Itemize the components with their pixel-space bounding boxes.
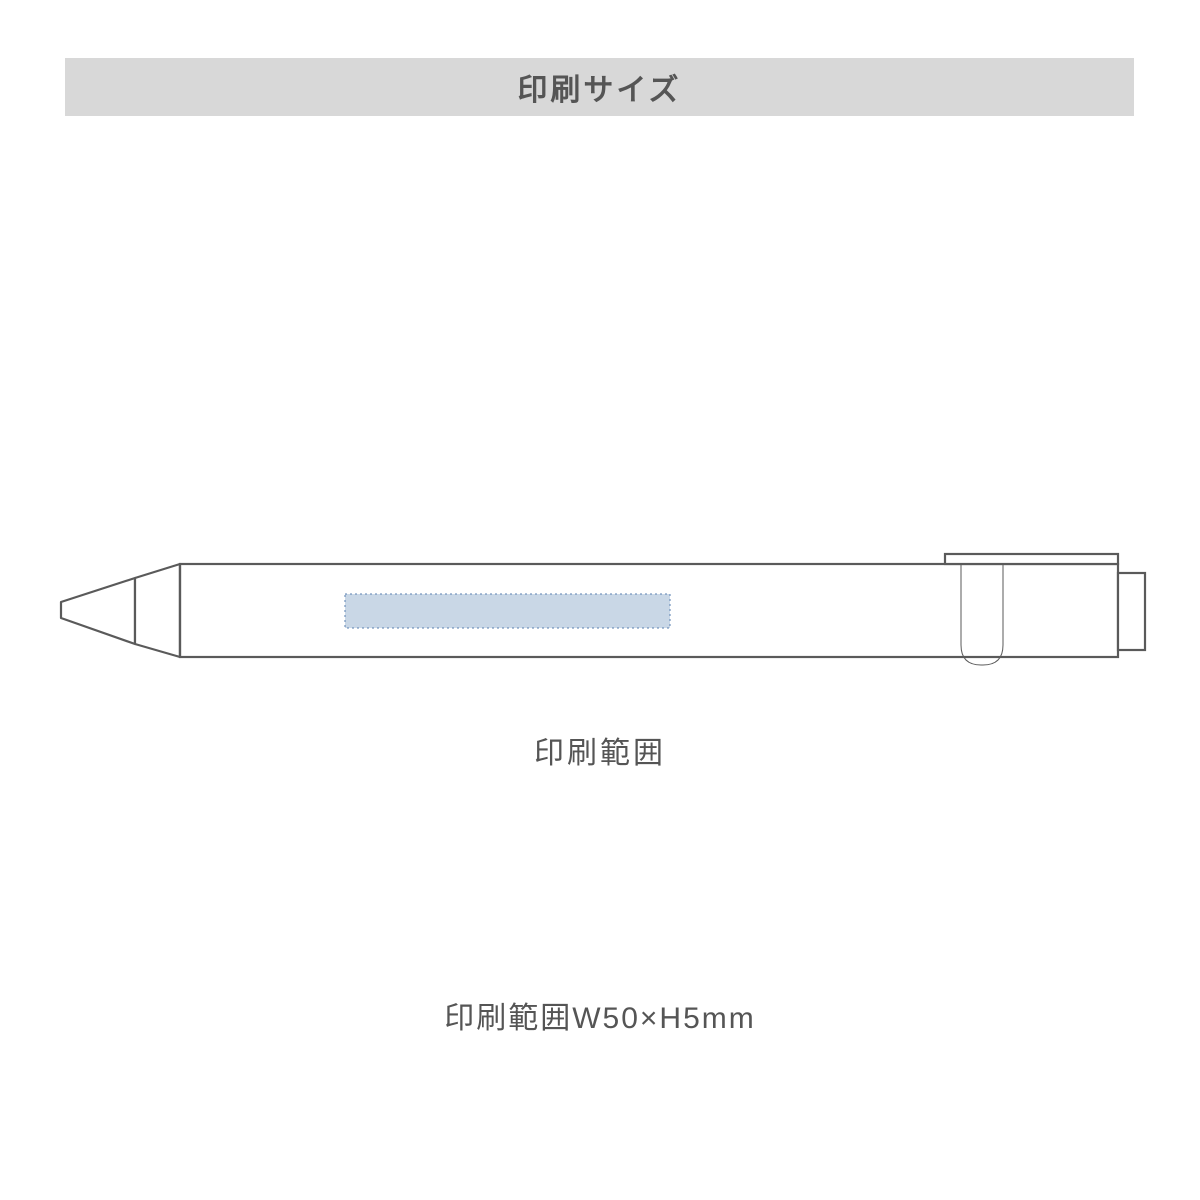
- print-dimensions-label: 印刷範囲W50×H5mm: [0, 993, 1200, 1037]
- print-range-label: 印刷範囲: [0, 728, 1200, 772]
- print-area: [345, 594, 670, 628]
